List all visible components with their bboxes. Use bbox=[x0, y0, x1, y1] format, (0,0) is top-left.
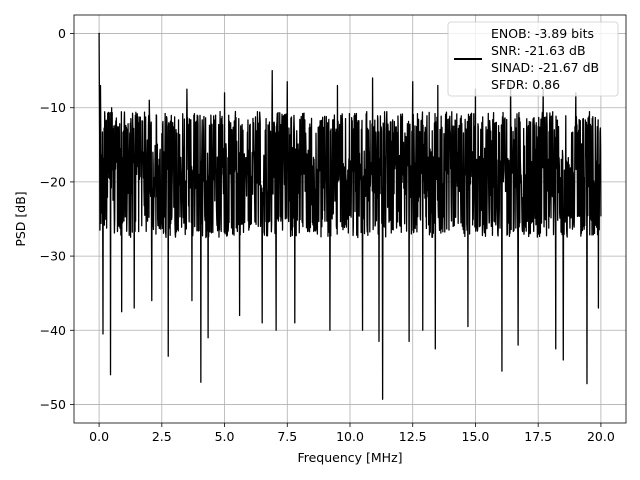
x-tick-label: 10.0 bbox=[336, 429, 364, 444]
y-tick-label: −30 bbox=[40, 249, 66, 264]
y-tick-label: −20 bbox=[40, 174, 66, 189]
psd-series bbox=[98, 32, 602, 400]
psd-peak-point bbox=[98, 32, 100, 35]
x-axis-ticks: 0.0 2.5 5.0 7.5 10.0 12.5 15.0 17.5 20.0 bbox=[89, 423, 615, 444]
y-axis-ticks: 0 −10 −20 −30 −40 −50 bbox=[40, 26, 74, 412]
y-tick-label: −50 bbox=[40, 397, 66, 412]
x-axis-label: Frequency [MHz] bbox=[297, 450, 402, 465]
psd-trace bbox=[98, 33, 602, 400]
x-tick-label: 17.5 bbox=[524, 429, 552, 444]
legend-sinad: SINAD: -21.67 dB bbox=[491, 60, 599, 75]
x-tick-label: 12.5 bbox=[399, 429, 427, 444]
y-tick-label: 0 bbox=[58, 26, 66, 41]
x-tick-label: 5.0 bbox=[215, 429, 235, 444]
x-tick-label: 7.5 bbox=[277, 429, 297, 444]
legend-sfdr: SFDR: 0.86 bbox=[491, 77, 560, 92]
legend-snr: SNR: -21.63 dB bbox=[491, 43, 586, 58]
legend: ENOB: -3.89 bits SNR: -21.63 dB SINAD: -… bbox=[447, 21, 619, 97]
x-tick-label: 20.0 bbox=[587, 429, 615, 444]
x-tick-label: 2.5 bbox=[152, 429, 172, 444]
legend-box bbox=[447, 21, 619, 97]
y-tick-label: −10 bbox=[40, 100, 66, 115]
x-tick-label: 0.0 bbox=[89, 429, 109, 444]
y-tick-label: −40 bbox=[40, 323, 66, 338]
x-tick-label: 15.0 bbox=[462, 429, 490, 444]
y-axis-label: PSD [dB] bbox=[13, 191, 28, 246]
legend-enob: ENOB: -3.89 bits bbox=[491, 26, 594, 41]
